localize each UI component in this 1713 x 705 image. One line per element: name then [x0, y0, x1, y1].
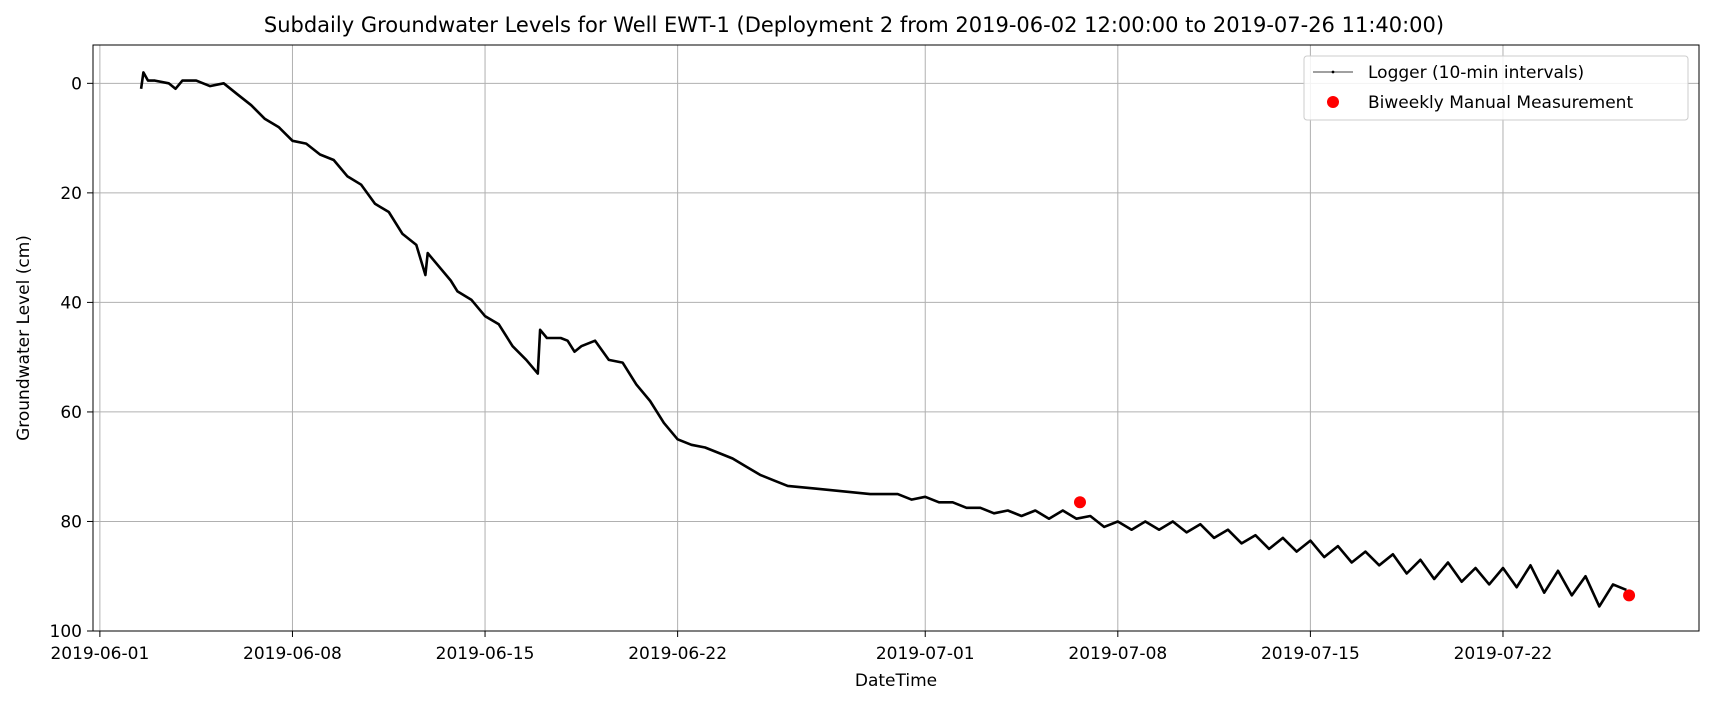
y-tick-label: 0 — [71, 74, 82, 94]
y-tick-label: 80 — [60, 512, 82, 532]
y-tick-label: 20 — [60, 184, 82, 204]
legend-logger-label: Logger (10-min intervals) — [1368, 63, 1584, 83]
axis-ticks: 2019-06-01 2019-06-08 2019-06-15 2019-06-22… — [50, 74, 1553, 664]
x-tick-label: 2019-06-22 — [628, 644, 727, 664]
x-tick-label: 2019-07-22 — [1454, 644, 1553, 664]
legend: Logger (10-min intervals) Biweekly Manua… — [1303, 55, 1689, 121]
y-axis-label: Groundwater Level (cm) — [14, 235, 34, 441]
manual-measurement-point — [1623, 589, 1636, 602]
logger-series-line — [139, 71, 1627, 608]
plot-series — [139, 71, 1636, 608]
y-tick-label: 60 — [60, 403, 82, 423]
manual-measurement-point — [1073, 496, 1086, 509]
x-tick-label: 2019-06-15 — [436, 644, 535, 664]
x-tick-label: 2019-07-01 — [876, 644, 975, 664]
x-tick-label: 2019-06-08 — [243, 644, 342, 664]
legend-manual-marker — [1327, 96, 1339, 108]
legend-manual-label: Biweekly Manual Measurement — [1368, 93, 1633, 113]
y-tick-label: 40 — [60, 293, 82, 313]
x-tick-label: 2019-07-08 — [1068, 644, 1167, 664]
legend-box — [1303, 55, 1689, 121]
x-tick-label: 2019-07-15 — [1261, 644, 1360, 664]
x-axis-label: DateTime — [855, 671, 937, 691]
plot-frame — [92, 44, 1700, 632]
y-tick-label: 100 — [50, 622, 82, 642]
grid-lines — [93, 45, 1699, 632]
x-tick-label: 2019-06-01 — [50, 644, 149, 664]
legend-logger-marker — [1331, 70, 1335, 74]
chart-title: Subdaily Groundwater Levels for Well EWT… — [264, 13, 1444, 37]
